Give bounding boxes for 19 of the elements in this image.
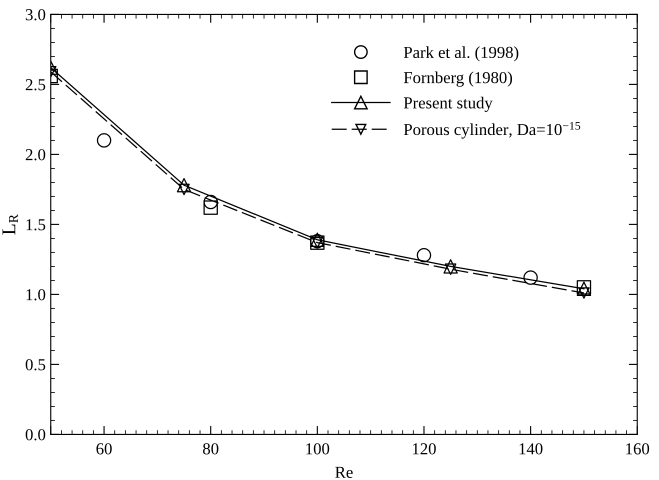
x-tick-label: 120 [412, 443, 436, 454]
x-tick-label: 80 [203, 443, 218, 454]
x-tick-label: 140 [520, 443, 542, 454]
legend-label: Fornberg (1980) [404, 72, 512, 87]
legend-label: Park et al. (1998) [404, 46, 518, 62]
y-tick-label: 3.0 [26, 9, 46, 20]
y-tick-label: 2.5 [26, 79, 46, 90]
legend-label: Porous cylinder, Da=10$^{−15}$ [404, 122, 580, 139]
y-tick-label: 0.0 [26, 429, 46, 440]
y-tick-label: 2.0 [26, 149, 46, 160]
x-axis-title: Re [335, 466, 353, 478]
y-tick-label: 0.5 [26, 359, 46, 370]
y-tick-label: 1.5 [26, 219, 46, 230]
y-axis-title: L$_{R}$ [2, 214, 18, 235]
x-tick-label: 160 [626, 443, 650, 454]
x-tick-label: 100 [306, 443, 330, 454]
y-tick-label: 1.0 [26, 289, 46, 300]
legend-label: Present study [404, 96, 493, 112]
x-tick-label: 60 [96, 443, 112, 454]
